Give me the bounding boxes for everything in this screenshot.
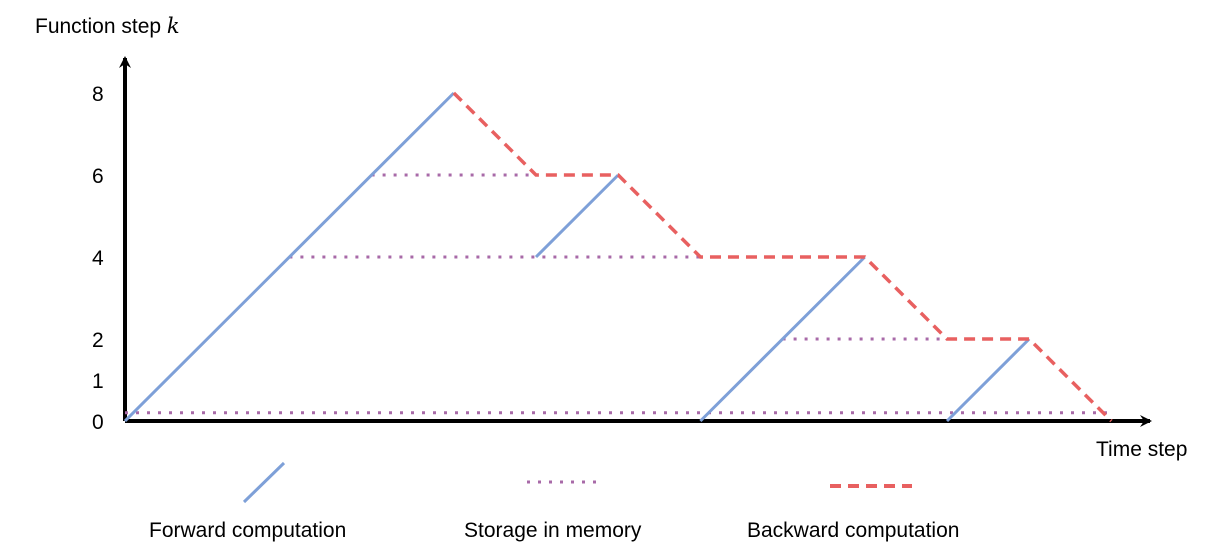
forward-segment (945, 337, 1031, 423)
y-axis-title: Function step k (35, 14, 180, 38)
legend-forward-swatch (242, 461, 286, 504)
y-tick-label: 6 (92, 165, 104, 188)
forward-segments (123, 91, 1031, 423)
legend-backward-label: Backward computation (747, 519, 959, 542)
y-axis-title-text: Function step (35, 15, 167, 38)
legend: Forward computation Storage in memory Ba… (149, 461, 959, 542)
x-axis-title: Time step (1096, 438, 1187, 461)
legend-forward-label: Forward computation (149, 519, 346, 542)
y-tick-label: 1 (92, 370, 104, 393)
y-tick-label: 2 (92, 329, 104, 352)
forward-segment (534, 173, 620, 259)
storage-segments (125, 173, 1112, 415)
y-tick-labels: 0 1 2 4 6 8 (92, 83, 104, 434)
y-tick-label: 4 (92, 247, 104, 270)
forward-segment (123, 91, 455, 423)
legend-storage-label: Storage in memory (464, 519, 642, 542)
y-tick-label: 0 (92, 411, 104, 434)
backward-segments (452, 91, 1113, 423)
backward-segment (452, 91, 1113, 423)
y-axis-title-variable: k (167, 14, 180, 38)
y-tick-label: 8 (92, 83, 104, 106)
forward-segment (699, 255, 866, 423)
